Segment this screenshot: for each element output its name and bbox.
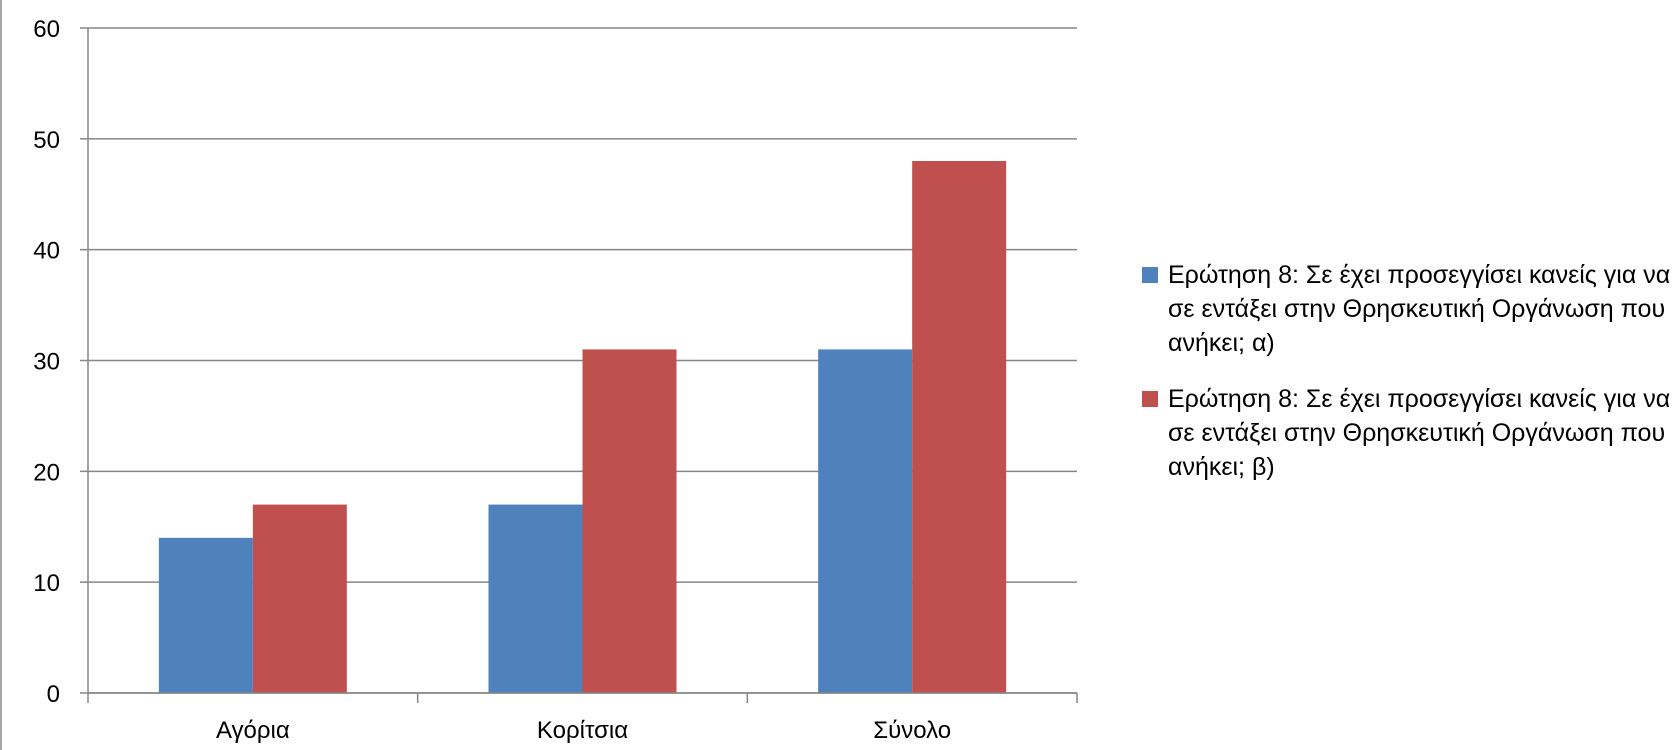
bar-series-1-Σύνολο xyxy=(818,349,913,693)
y-tick-label: 50 xyxy=(33,127,60,154)
bar-series-2-Σύνολο xyxy=(912,161,1007,693)
legend-label-series-2: Ερώτηση 8: Σε έχει προσεγγίσει κανείς γι… xyxy=(1168,385,1671,481)
y-tick-label: 60 xyxy=(33,16,60,43)
legend: Ερώτηση 8: Σε έχει προσεγγίσει κανείς γι… xyxy=(1142,258,1672,506)
y-tick-label: 0 xyxy=(47,681,60,708)
legend-swatch-series-2 xyxy=(1142,391,1158,407)
y-tick-label: 20 xyxy=(33,459,60,486)
y-tick-label: 40 xyxy=(33,238,60,265)
bar-series-1-Αγόρια xyxy=(158,537,253,693)
tick-labels: 0 10 20 30 40 50 60 Αγόρια Κορίτσια Σύνολο xyxy=(33,16,951,744)
bar-series-1-Κορίτσια xyxy=(488,504,583,693)
x-tick-label: Κορίτσια xyxy=(537,717,628,744)
x-tick-label: Σύνολο xyxy=(873,717,951,744)
legend-item-series-1: Ερώτηση 8: Σε έχει προσεγγίσει κανείς γι… xyxy=(1142,258,1672,360)
legend-item-series-2: Ερώτηση 8: Σε έχει προσεγγίσει κανείς γι… xyxy=(1142,382,1672,484)
legend-label-series-1: Ερώτηση 8: Σε έχει προσεγγίσει κανείς γι… xyxy=(1168,261,1671,357)
bar-series-2-Κορίτσια xyxy=(582,349,677,693)
bar-series-2-Αγόρια xyxy=(252,504,347,693)
legend-swatch-series-1 xyxy=(1142,267,1158,283)
y-tick-label: 30 xyxy=(33,349,60,376)
bars xyxy=(158,161,1007,693)
frame-border xyxy=(0,0,2,750)
x-tick-label: Αγόρια xyxy=(216,717,290,744)
y-tick-label: 10 xyxy=(33,570,60,597)
axes xyxy=(80,27,1078,703)
